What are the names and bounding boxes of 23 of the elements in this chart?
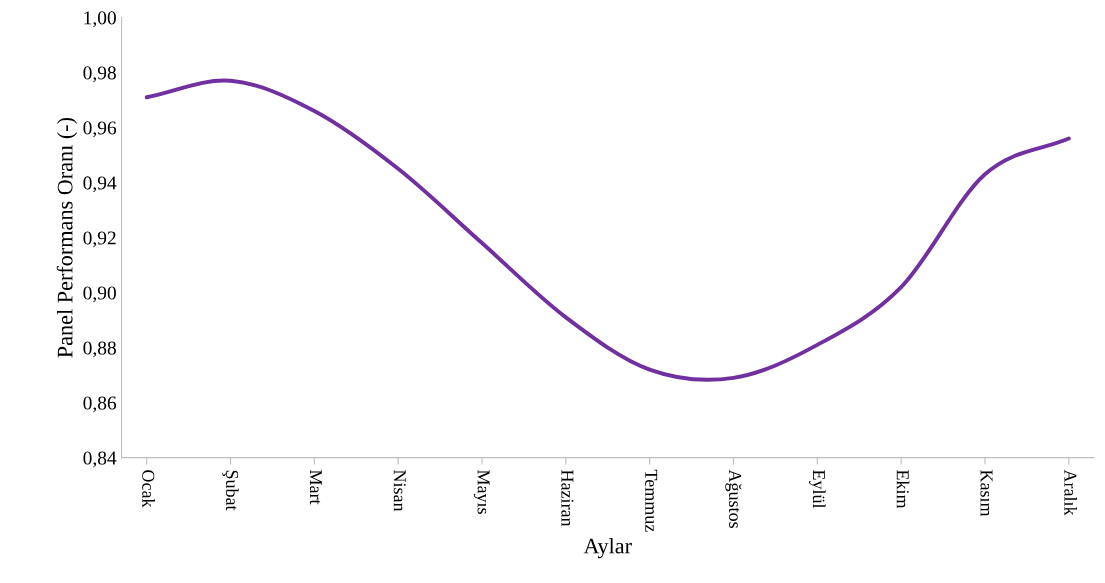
y-tick-label: 0,98 xyxy=(83,66,116,83)
x-tick-label: Aralık xyxy=(1064,469,1077,516)
y-tick-label: 0,92 xyxy=(83,231,116,248)
y-tick-label: 0,84 xyxy=(83,451,117,468)
y-tick-label: 0,96 xyxy=(83,121,117,138)
y-tick-label: 0,90 xyxy=(83,286,116,303)
x-tick-label: Temmuz xyxy=(645,469,658,532)
y-tick-label: 0,88 xyxy=(83,341,116,358)
x-tick-label: Kasım xyxy=(980,469,993,517)
x-tick-label: Ekim xyxy=(896,469,910,509)
x-tick-label: Mayıs xyxy=(473,469,490,514)
x-tick-label: Nisan xyxy=(393,469,406,512)
x-tick-label: Eylül xyxy=(809,469,826,509)
x-tick-label: Mart xyxy=(309,469,322,505)
x-tick-label: Ocak xyxy=(142,470,155,508)
y-tick-label: 1,00 xyxy=(84,11,116,28)
y-tick-label: 0,94 xyxy=(83,176,117,193)
x-tick-label: Haziran xyxy=(561,469,574,527)
x-tick-label: Şubat xyxy=(222,470,239,511)
y-tick-label: 0,86 xyxy=(83,396,117,413)
x-axis-title: Aylar xyxy=(583,537,632,559)
x-tick-label: Ağustos xyxy=(725,469,742,528)
y-axis-title: Panel Performans Oranı (-) xyxy=(56,117,78,358)
